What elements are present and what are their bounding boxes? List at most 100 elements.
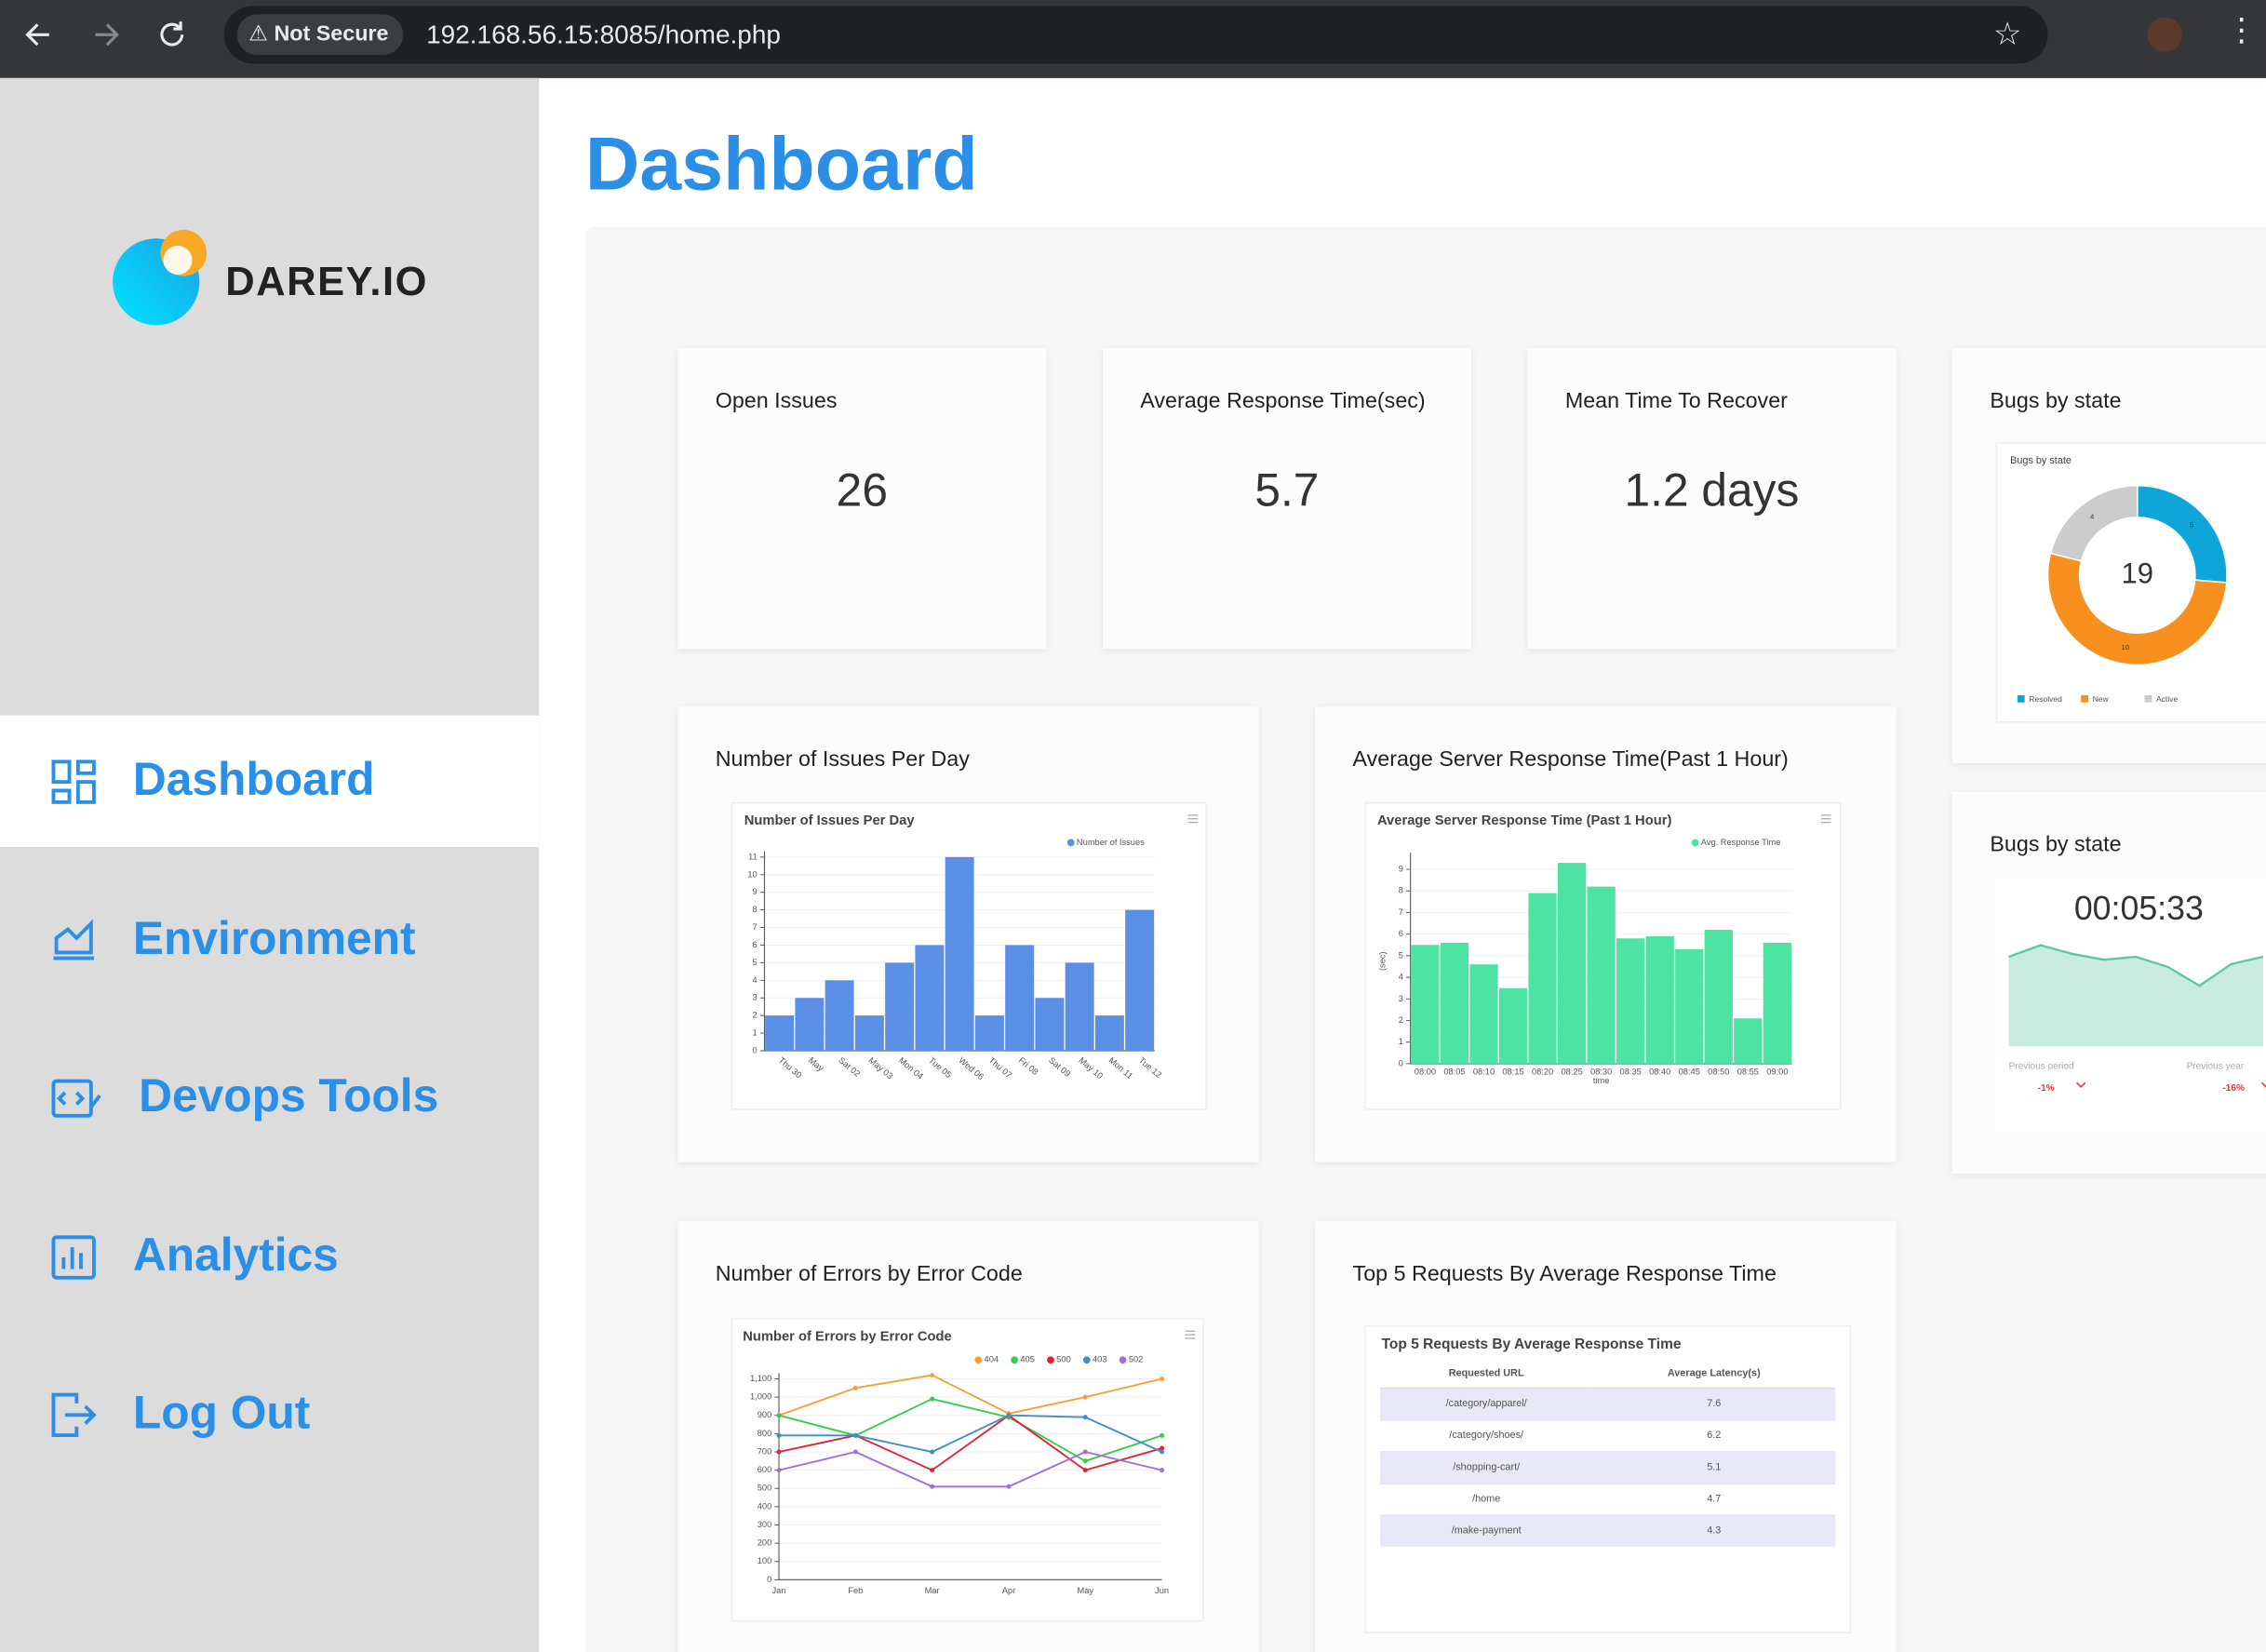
url[interactable]: 192.168.56.15:8085/home.php	[426, 20, 781, 49]
y-tick-label: 500	[758, 1484, 772, 1493]
y-tick-label: 300	[758, 1520, 772, 1529]
security-chip[interactable]: ⚠ Not Secure	[236, 14, 404, 56]
table-widget: Top 5 Requests By Average Response Time …	[1363, 1325, 1852, 1633]
nav-label: Environment	[132, 911, 416, 964]
x-tick-label: Tue 12	[1137, 1055, 1163, 1080]
menu[interactable]: ⋮	[2225, 11, 2258, 48]
y-tick-label: 1,000	[750, 1392, 771, 1402]
point	[1160, 1468, 1165, 1473]
y-tick-label: 1	[753, 1028, 758, 1038]
table-title: Top 5 Requests By Average Response Time	[1381, 1336, 1682, 1353]
y-tick-label: 600	[758, 1465, 772, 1474]
chevron	[2076, 1081, 2086, 1088]
point	[1006, 1484, 1012, 1489]
x-tick-label: Mar	[925, 1586, 940, 1595]
y-tick-label: 5	[753, 958, 758, 967]
x-tick-label: 08:20	[1532, 1068, 1553, 1077]
bar	[1094, 1015, 1124, 1051]
bar-chart: Number of Issues Per Day Number of Issues…	[731, 801, 1207, 1110]
table-row: /category/shoes/6.2	[1380, 1418, 1836, 1452]
kpi-card: Open Issues 26	[677, 348, 1047, 650]
nav-item[interactable]: Environment	[0, 875, 539, 1006]
y-tick-label: 4	[1399, 973, 1403, 982]
kpi-card: Average Response Time(sec) 5.7	[1102, 348, 1471, 650]
chevron	[2260, 1081, 2266, 1088]
legend-swatch	[974, 1356, 983, 1364]
bar	[1675, 948, 1704, 1064]
logo-mark	[113, 229, 208, 326]
y-tick-label: 5	[1399, 950, 1403, 960]
x-tick-label: Thu 07	[987, 1055, 1014, 1080]
bar	[765, 1015, 795, 1051]
x-tick-label: Mon 11	[1107, 1055, 1135, 1081]
card-title: Average Server Response Time(Past 1 Hour…	[1352, 746, 1789, 772]
x-tick-label: Wed 06	[957, 1055, 986, 1081]
x-tick-label: Mon 04	[897, 1055, 925, 1081]
x-tick-label: May 10	[1077, 1055, 1105, 1081]
y-tick-label: 8	[1399, 886, 1403, 895]
trend-card: Bugs by state 00:05:33 Previous period -1%…	[1952, 792, 2266, 1174]
page-title: Dashboard	[584, 122, 978, 208]
bookmark-star[interactable]: ☆	[1992, 16, 2022, 52]
nav-label: Log Out	[132, 1386, 311, 1439]
nav-item[interactable]: Dashboard	[0, 715, 540, 848]
nav-label: Analytics	[132, 1228, 339, 1281]
line-chart: Number of Errors by Error Code 0 100 200 300…	[731, 1318, 1204, 1622]
area-fill	[2008, 945, 2263, 1047]
header-row: Requested URL Average Latency(s)	[1380, 1358, 1836, 1390]
donut-slice	[2049, 485, 2139, 562]
x-tick-label: Fri 08	[1017, 1055, 1040, 1077]
y-axis-title: (sec)	[1378, 951, 1388, 971]
legend-swatch	[2017, 694, 2025, 703]
legend-label: 404	[985, 1355, 999, 1364]
table-cell: 5.1	[1592, 1451, 1836, 1484]
nav-item[interactable]: Analytics	[0, 1191, 539, 1323]
x-tick-label: May 03	[867, 1055, 895, 1081]
nav-label: Devops Tools	[139, 1069, 439, 1122]
donut-card: Bugs by state Bugs by state 5 Resolved 10 Ne…	[1952, 348, 2266, 763]
bar	[854, 1015, 884, 1051]
x-tick-label: Sat 09	[1047, 1055, 1072, 1079]
point	[776, 1468, 782, 1473]
address-bar[interactable]: ⚠ Not Secure 192.168.56.15:8085/home.php…	[223, 6, 2048, 64]
y-tick-label: 0	[753, 1045, 758, 1054]
x-tick-label: 09:00	[1766, 1068, 1788, 1077]
legend-swatch	[1119, 1356, 1127, 1364]
bar	[885, 962, 915, 1051]
point	[930, 1449, 935, 1455]
bar	[1587, 886, 1616, 1064]
column-header: Requested URL	[1380, 1358, 1593, 1390]
x-tick-label: Feb	[848, 1586, 863, 1595]
slice-label: 10	[2121, 643, 2129, 651]
series-line	[778, 1374, 1162, 1417]
icon	[51, 1392, 97, 1438]
table: Requested URL Average Latency(s) /category…	[1380, 1358, 1836, 1547]
point	[1082, 1458, 1088, 1464]
bar	[1557, 863, 1587, 1064]
x-tick-label: Sat 02	[837, 1055, 862, 1079]
point	[852, 1432, 858, 1438]
point	[776, 1432, 782, 1438]
bar	[1704, 930, 1733, 1064]
series-line	[778, 1451, 1162, 1488]
nav-item[interactable]: Log Out	[0, 1349, 539, 1480]
nav-buttons[interactable]	[20, 18, 194, 52]
x-tick-label: Tue 05	[927, 1055, 953, 1080]
y-tick-label: 0	[1399, 1058, 1403, 1068]
bar-chart: Average Server Response Time (Past 1 Hou…	[1363, 801, 1842, 1110]
avatar[interactable]	[2147, 17, 2182, 52]
series-line	[779, 1414, 1162, 1453]
y-tick-label: 200	[758, 1538, 772, 1548]
card-title: Number of Issues Per Day	[715, 746, 970, 772]
bar	[1616, 938, 1645, 1064]
nav-item[interactable]: Devops Tools	[0, 1032, 539, 1163]
y-tick-label: 6	[1399, 929, 1403, 938]
bar	[1763, 942, 1792, 1064]
point	[930, 1468, 935, 1473]
x-tick-label: 08:00	[1415, 1068, 1436, 1077]
comparison-label: Previous period	[2009, 1062, 2074, 1072]
x-tick-label: May	[807, 1055, 825, 1073]
y-tick-label: 2	[753, 1011, 758, 1020]
legend-label: Avg. Response Time	[1701, 838, 1781, 847]
